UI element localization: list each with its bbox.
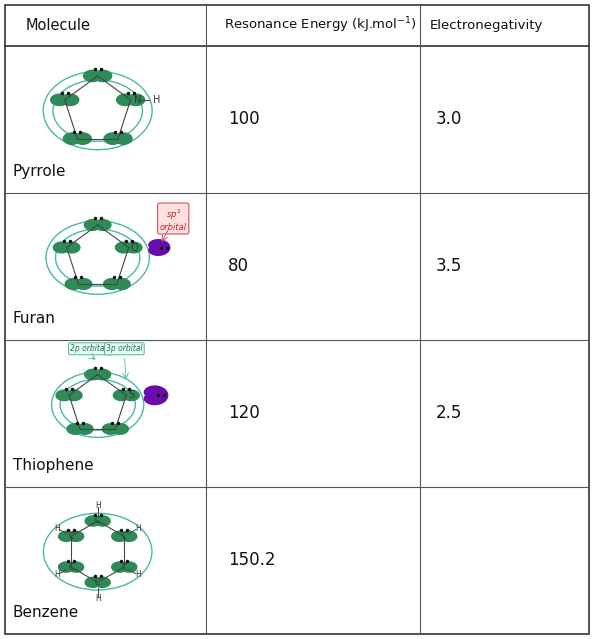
Text: C: C <box>68 562 74 571</box>
Text: 120: 120 <box>228 404 260 422</box>
Polygon shape <box>127 242 142 253</box>
Polygon shape <box>96 70 112 82</box>
Text: 3.0: 3.0 <box>436 111 462 128</box>
Text: Molecule: Molecule <box>25 18 90 33</box>
Text: H: H <box>135 571 141 580</box>
Text: C: C <box>68 532 74 541</box>
Text: H: H <box>55 524 60 533</box>
Polygon shape <box>50 94 67 105</box>
Polygon shape <box>96 220 111 230</box>
Polygon shape <box>112 562 126 572</box>
Polygon shape <box>104 133 120 144</box>
Text: Furan: Furan <box>13 311 56 326</box>
Text: Pyrrole: Pyrrole <box>13 164 67 179</box>
Text: C: C <box>95 516 100 525</box>
Polygon shape <box>84 220 99 230</box>
Text: H: H <box>153 95 160 105</box>
Polygon shape <box>96 516 110 526</box>
Polygon shape <box>116 94 132 105</box>
Polygon shape <box>75 133 91 144</box>
Polygon shape <box>149 240 170 255</box>
Text: 2.5: 2.5 <box>436 404 462 422</box>
Text: C: C <box>122 562 127 571</box>
Text: 2p orbitals: 2p orbitals <box>70 344 110 353</box>
Polygon shape <box>123 531 137 541</box>
Text: Thiophene: Thiophene <box>13 458 94 473</box>
Polygon shape <box>85 577 99 587</box>
Text: 150.2: 150.2 <box>228 551 275 569</box>
Polygon shape <box>78 424 93 434</box>
Polygon shape <box>112 531 126 541</box>
Polygon shape <box>85 516 99 526</box>
Polygon shape <box>65 242 80 253</box>
Polygon shape <box>125 390 139 401</box>
Text: S: S <box>128 390 134 401</box>
Polygon shape <box>77 279 91 289</box>
Polygon shape <box>68 390 82 401</box>
Polygon shape <box>65 279 80 289</box>
Text: 100: 100 <box>228 111 260 128</box>
Polygon shape <box>69 531 84 541</box>
Polygon shape <box>59 562 72 572</box>
Text: $sp^2$
orbital: $sp^2$ orbital <box>160 207 187 232</box>
Polygon shape <box>115 279 130 289</box>
Polygon shape <box>103 279 119 289</box>
Polygon shape <box>113 390 128 401</box>
Text: C: C <box>95 578 100 587</box>
Text: 3.5: 3.5 <box>436 258 462 275</box>
Text: Benzene: Benzene <box>13 605 79 620</box>
Text: Resonance Energy (kJ.mol$^{-1}$): Resonance Energy (kJ.mol$^{-1}$) <box>223 15 416 35</box>
Polygon shape <box>116 133 132 144</box>
Polygon shape <box>85 369 99 380</box>
Polygon shape <box>67 424 81 434</box>
Text: Electronegativity: Electronegativity <box>429 19 543 32</box>
Polygon shape <box>115 242 130 253</box>
Polygon shape <box>96 369 110 380</box>
Text: 80: 80 <box>228 258 249 275</box>
Polygon shape <box>69 562 84 572</box>
Text: H: H <box>135 524 141 533</box>
Polygon shape <box>63 94 78 105</box>
Polygon shape <box>56 390 71 401</box>
Polygon shape <box>144 386 168 404</box>
Text: C: C <box>122 532 127 541</box>
Text: H: H <box>55 571 60 580</box>
Text: N: N <box>134 95 141 105</box>
Text: 3p orbital: 3p orbital <box>106 344 143 353</box>
Polygon shape <box>59 531 72 541</box>
Polygon shape <box>113 424 128 434</box>
Polygon shape <box>123 562 137 572</box>
Polygon shape <box>129 94 144 105</box>
Polygon shape <box>102 424 117 434</box>
Text: H: H <box>95 594 100 603</box>
Text: O: O <box>131 243 138 252</box>
Text: H: H <box>95 500 100 509</box>
Polygon shape <box>64 133 79 144</box>
Polygon shape <box>96 577 110 587</box>
Polygon shape <box>53 242 68 253</box>
Polygon shape <box>84 70 99 82</box>
